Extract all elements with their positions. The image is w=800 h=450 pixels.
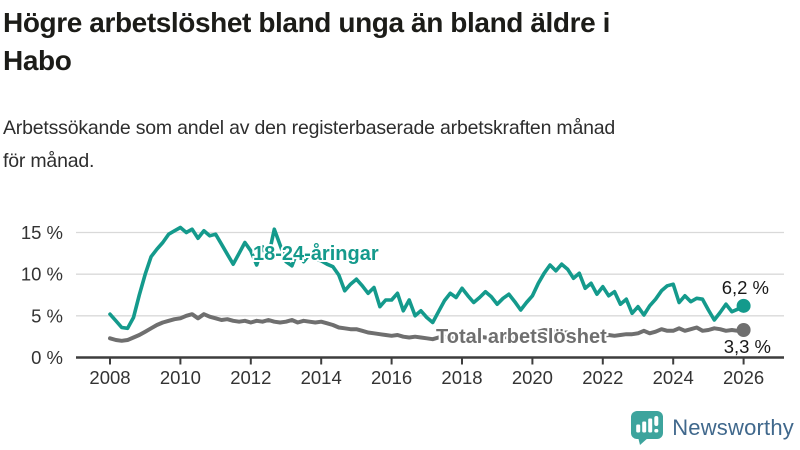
brand-name: Newsworthy [672, 414, 794, 440]
page-title-line-1: Högre arbetslöshet bland unga än bland ä… [3, 7, 611, 38]
chart-subtitle: Arbetssökande som andel av den registerb… [3, 112, 615, 178]
x-tick-label: 2016 [371, 367, 412, 388]
x-tick-label: 2020 [512, 367, 553, 388]
series-end-value-label: 6,2 % [722, 277, 769, 298]
x-tick-label: 2012 [230, 367, 271, 388]
x-tick-label: 2024 [653, 367, 694, 388]
series-label: Total arbetslöshet [436, 326, 607, 348]
series-end-dot [736, 323, 751, 338]
series-label: 18-24-åringar [253, 242, 379, 265]
chart-subtitle-line-2: för månad. [3, 150, 95, 172]
series-end-dot [736, 298, 751, 313]
x-tick-label: 2018 [441, 367, 482, 388]
page-title: Högre arbetslöshet bland unga än bland ä… [3, 4, 610, 80]
page-title-line-2: Habo [3, 45, 72, 76]
chart-subtitle-line-1: Arbetssökande som andel av den registerb… [3, 117, 616, 139]
x-tick-label: 2022 [582, 367, 623, 388]
brand-footer: Newsworthy [630, 410, 794, 445]
y-tick-label: 15 % [21, 222, 63, 243]
series-line-youth [108, 225, 746, 331]
series-end-value-label: 3,3 % [724, 336, 771, 357]
x-tick-label: 2026 [723, 367, 764, 388]
y-tick-label: 10 % [21, 264, 63, 285]
newsworthy-logo-icon [630, 410, 664, 445]
x-tick-label: 2010 [160, 367, 201, 388]
y-tick-label: 5 % [31, 305, 63, 326]
x-tick-label: 2014 [301, 367, 342, 388]
series-line-total [108, 312, 746, 343]
x-tick-label: 2008 [89, 367, 130, 388]
y-tick-label: 0 % [31, 347, 63, 368]
